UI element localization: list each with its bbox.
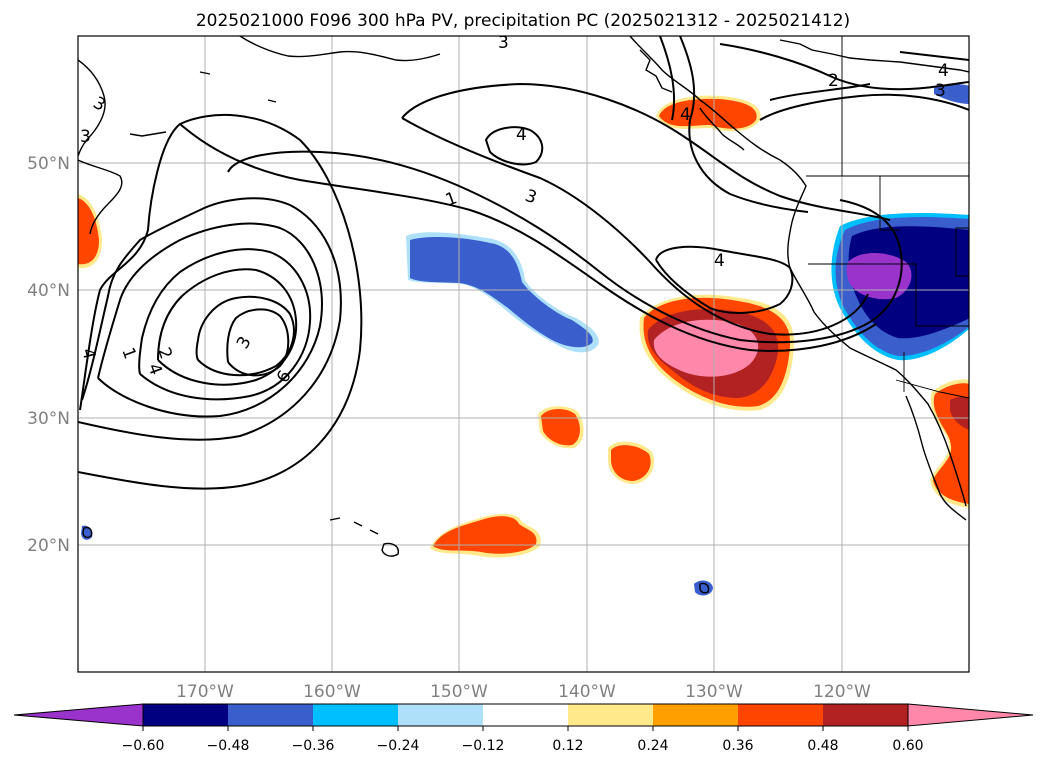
contour-label: 1 bbox=[117, 345, 139, 362]
pv-contours bbox=[78, 36, 969, 490]
precip-negative-areas bbox=[81, 84, 969, 596]
colorbar-tick-label: 0.12 bbox=[552, 738, 583, 754]
colorbar-tick-label: 0.48 bbox=[807, 738, 838, 754]
contour-label: 3 bbox=[522, 186, 539, 208]
colorbar-tick-label: 0.36 bbox=[722, 738, 753, 754]
colorbar-ticks: −0.60 −0.48 −0.36 −0.24 −0.12 0.12 0.24 0.36 0.4… bbox=[122, 726, 924, 754]
colorbar-segment bbox=[568, 704, 653, 726]
colorbar-segment bbox=[738, 704, 823, 726]
colorbar-segment bbox=[228, 704, 313, 726]
colorbar-tick-label: −0.36 bbox=[292, 738, 335, 754]
colorbar-segment bbox=[313, 704, 398, 726]
longitude-labels: 170°W 160°W 150°W 140°W 130°W 120°W bbox=[176, 682, 871, 702]
contour-label: 1 bbox=[443, 188, 460, 210]
precip-positive-areas bbox=[78, 95, 969, 558]
borders bbox=[806, 36, 969, 399]
colorbar-segment bbox=[823, 704, 908, 726]
colorbar bbox=[13, 703, 1034, 727]
contour-label: 3 bbox=[80, 127, 91, 147]
lon-label: 140°W bbox=[558, 682, 616, 702]
contour-label: 4 bbox=[680, 105, 691, 125]
lat-label: 20°N bbox=[27, 536, 70, 556]
contour-label: 4 bbox=[714, 251, 725, 271]
lon-label: 120°W bbox=[813, 682, 871, 702]
colorbar-max-arrow bbox=[907, 703, 1034, 727]
lat-label: 50°N bbox=[27, 154, 70, 174]
contour-label: 2 bbox=[828, 71, 839, 91]
contour-label: 3 bbox=[233, 333, 256, 352]
lon-label: 160°W bbox=[303, 682, 361, 702]
colorbar-tick-label: −0.24 bbox=[377, 738, 420, 754]
colorbar-tick-label: 0.60 bbox=[892, 738, 923, 754]
contour-label: 2 bbox=[153, 345, 175, 362]
contour-label: 3 bbox=[498, 33, 509, 53]
map-title: 2025021000 F096 300 hPa PV, precipitatio… bbox=[196, 11, 850, 31]
colorbar-segment bbox=[143, 704, 228, 726]
colorbar-segment bbox=[483, 704, 568, 726]
contour-label: 4 bbox=[516, 125, 527, 145]
colorbar-outline bbox=[142, 703, 909, 727]
latitude-labels: 50°N 40°N 30°N 20°N bbox=[27, 154, 70, 556]
colorbar-segment bbox=[653, 704, 738, 726]
contour-label: 4 bbox=[143, 361, 165, 378]
contour-label: 4 bbox=[77, 346, 99, 362]
graticule bbox=[78, 36, 969, 672]
colorbar-min-arrow bbox=[13, 703, 144, 727]
colorbar-tick-label: −0.48 bbox=[207, 738, 250, 754]
contour-labels: 3 3 3 4 4 4 2 4 3 1 3 4 1 2 4 3 6 bbox=[77, 33, 949, 387]
contour-label: 3 bbox=[935, 81, 946, 101]
colorbar-tick-label: −0.12 bbox=[462, 738, 505, 754]
colorbar-tick-label: 0.24 bbox=[637, 738, 668, 754]
colorbar-tick-label: −0.60 bbox=[122, 738, 165, 754]
colorbar-segment bbox=[398, 704, 483, 726]
lat-label: 30°N bbox=[27, 409, 70, 429]
lat-label: 40°N bbox=[27, 281, 70, 301]
contour-label: 3 bbox=[90, 93, 109, 116]
lon-label: 150°W bbox=[430, 682, 488, 702]
plot-frame bbox=[77, 35, 970, 673]
lon-label: 170°W bbox=[176, 682, 234, 702]
coastlines bbox=[78, 36, 969, 594]
lon-label: 130°W bbox=[685, 682, 743, 702]
contour-label: 4 bbox=[938, 61, 949, 81]
